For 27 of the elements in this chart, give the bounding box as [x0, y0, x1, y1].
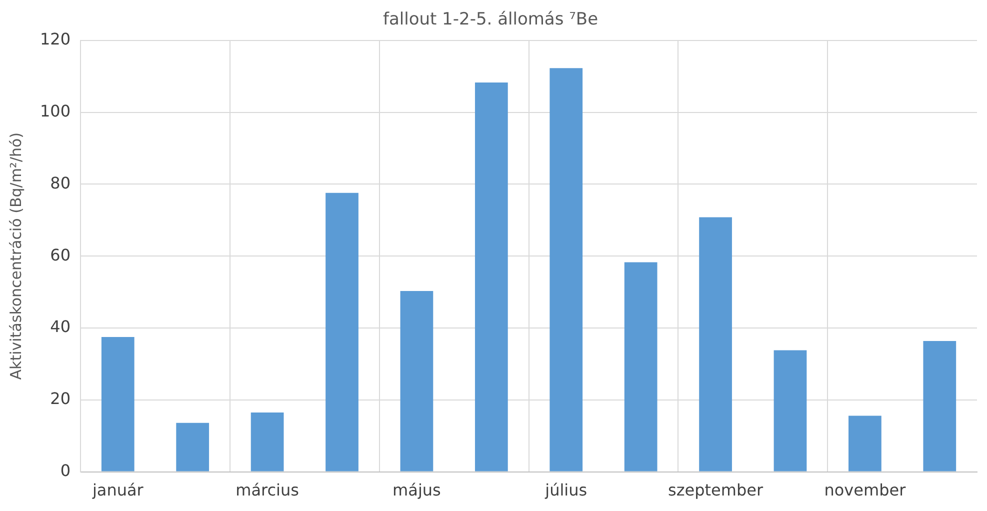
bar [176, 422, 210, 472]
x-tick-label: november [824, 480, 906, 500]
y-tick-label: 120 [40, 30, 71, 49]
y-tick-label: 80 [50, 173, 71, 192]
y-tick-label: 60 [50, 245, 71, 264]
x-tick-label: július [544, 480, 588, 500]
x-tick-label: március [236, 480, 299, 500]
y-axis-title: Aktivitáskoncentráció (Bq/m²/hó) [6, 132, 25, 380]
bar [550, 68, 583, 472]
bar [400, 290, 434, 472]
bar [101, 336, 134, 472]
y-tick-label: 20 [50, 389, 71, 408]
bar [699, 217, 732, 472]
y-tick-label: 40 [50, 317, 71, 336]
bar [624, 262, 658, 472]
y-tick-label: 0 [60, 460, 71, 480]
x-tick-label: szeptember [668, 480, 764, 500]
bar [474, 82, 508, 472]
bar [923, 340, 956, 472]
y-tick-label: 100 [40, 101, 71, 120]
bar [326, 192, 358, 472]
x-tick-label: január [91, 480, 144, 500]
x-tick-label: május [392, 480, 441, 500]
bar [774, 350, 807, 472]
bar [250, 412, 284, 472]
chart-title: fallout 1-2-5. állomás ⁷Be [382, 10, 598, 30]
bar [848, 416, 882, 472]
